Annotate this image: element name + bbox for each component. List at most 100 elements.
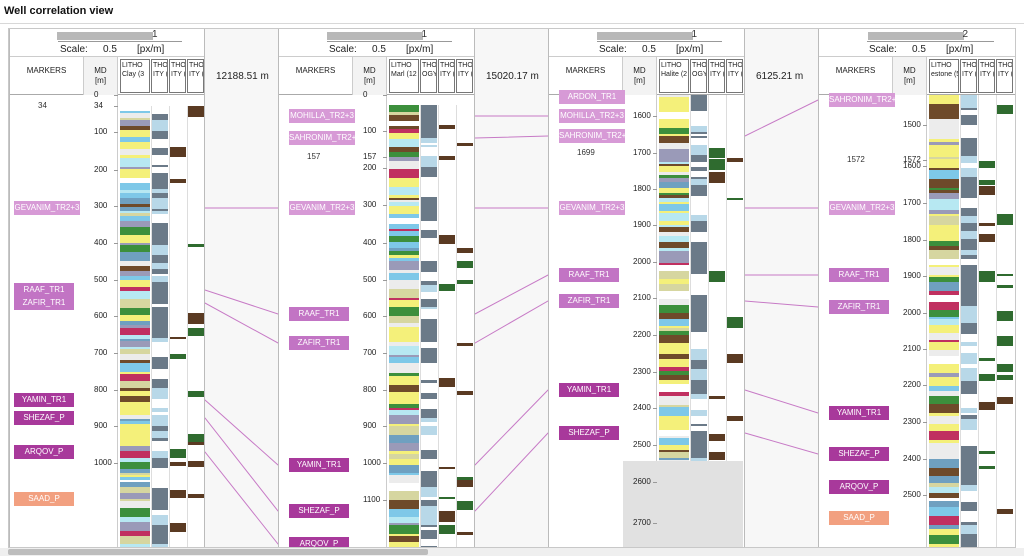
markers-column-header[interactable]: MARKERS [10,57,84,95]
marker-raaf-tr1[interactable]: RAAF_TR1 [289,307,349,321]
litho-column-header[interactable]: LITHO estone (5 [929,59,959,93]
log-track[interactable] [708,95,725,461]
correlation-canvas[interactable]: 12188.51 m 15020.17 m 6125.21 m 1 Scale: 0… [8,28,1016,548]
scale-value[interactable]: 0.5 [642,44,656,55]
marker-yamin-tr1[interactable]: YAMIN_TR1 [289,458,349,472]
log-band [421,504,437,506]
well-track-3[interactable]: 1 Scale: 0.5 [px/m] MARKERS MD [m] LITHO Halite … [548,29,745,547]
marker-raaf-tr1[interactable]: RAAF_TR1 [14,283,74,297]
lithology-band [659,284,689,291]
marker-mohilla-tr2-3[interactable]: MOHILLA_TR2+3 [289,109,355,123]
log-track[interactable] [456,105,473,547]
log-column-header[interactable]: THO ITY (0 [169,59,186,93]
log-band [691,369,707,380]
well-track-4[interactable]: 2 Scale: 0.5 [px/m] MARKERS MD [m] LITHO estone … [818,29,1015,547]
marker-yamin-tr1[interactable]: YAMIN_TR1 [829,406,889,420]
log-track[interactable] [726,95,743,461]
marker-gevanim-tr2-3[interactable]: GEVANIM_TR2+3 [829,201,895,215]
log-column-header[interactable]: THO ITY (0 [978,59,995,93]
marker-zafir-tr1[interactable]: ZAFIR_TR1 [829,300,889,314]
well-track-1[interactable]: 1 Scale: 0.5 [px/m] MARKERS MD [m] LITHO Clay (3… [9,29,205,547]
marker-mohilla-tr2-3[interactable]: MOHILLA_TR2+3 [559,109,625,123]
log-column-header[interactable]: THO ITY (0 [187,59,204,93]
marker-gevanim-tr2-3[interactable]: GEVANIM_TR2+3 [14,201,80,215]
log-track[interactable] [187,106,204,547]
marker-yamin-tr1[interactable]: YAMIN_TR1 [559,383,619,397]
lithology-log[interactable] [929,95,959,547]
log-track[interactable] [438,105,455,547]
markers-column-header[interactable]: MARKERS [279,57,353,95]
log-column-header[interactable]: THO OGY [420,59,437,93]
scale-value[interactable]: 0.5 [912,44,926,55]
marker-sahronim-tr2-3[interactable]: SAHRONIM_TR2+3 [289,131,355,145]
md-column-header[interactable]: MD [m] [893,57,927,95]
lithology-band [929,507,959,516]
log-band [961,408,977,413]
marker-saad-p[interactable]: SAAD_P [829,511,889,525]
marker-zafir-tr1[interactable]: ZAFIR_TR1 [559,294,619,308]
markers-column-header[interactable]: MARKERS [819,57,893,95]
marker-arqov-p[interactable]: ARQOV_P [14,445,74,459]
marker-shezaf-p[interactable]: SHEZAF_P [829,447,889,461]
md-column-header[interactable]: MD [m] [353,57,387,95]
log-track[interactable] [690,95,707,461]
lithology-band [929,179,959,188]
log-band [152,324,168,329]
marker-ardon-tr1[interactable]: ARDON_TR1 [559,90,625,104]
marker-raaf-tr1[interactable]: RAAF_TR1 [829,268,889,282]
log-column-header[interactable]: THO ITY (0 [438,59,455,93]
litho-column-header[interactable]: LITHO Halite (2 [659,59,689,93]
log-track[interactable] [420,105,437,547]
log-column-header[interactable]: THO ITY (0 [456,59,473,93]
marker-arqov-p[interactable]: ARQOV_P [289,537,349,547]
md-tick-mark [114,280,118,281]
marker-yamin-tr1[interactable]: YAMIN_TR1 [14,393,74,407]
marker-gevanim-tr2-3[interactable]: GEVANIM_TR2+3 [559,201,625,215]
marker-gevanim-tr2-3[interactable]: GEVANIM_TR2+3 [289,201,355,215]
log-track[interactable] [978,95,995,547]
lithology-band [120,261,150,266]
lithology-log[interactable] [120,106,150,547]
lithology-log[interactable] [659,95,689,461]
log-band [997,422,1013,431]
scrollbar-thumb[interactable] [8,549,428,555]
log-column-header[interactable]: THO OGY [690,59,707,93]
markers-column-header[interactable]: MARKERS [549,57,623,95]
marker-zafir-tr1[interactable]: ZAFIR_TR1 [14,296,74,310]
log-header-text: THO [171,62,186,69]
horizontal-scrollbar[interactable] [0,548,1024,556]
marker-saad-p[interactable]: SAAD_P [14,492,74,506]
marker-shezaf-p[interactable]: SHEZAF_P [289,504,349,518]
litho-column-header[interactable]: LITHO Clay (3 [120,59,150,93]
log-column-header[interactable]: THO ITY (0 [726,59,743,93]
log-track[interactable] [996,95,1013,547]
marker-zafir-tr1[interactable]: ZAFIR_TR1 [289,336,349,350]
scale-value[interactable]: 0.5 [103,44,117,55]
litho-column-header[interactable]: LITHO Marl (12 [389,59,419,93]
lithology-band [120,415,150,419]
log-band [691,104,707,111]
log-band [188,136,204,141]
lithology-log[interactable] [389,105,419,547]
marker-shezaf-p[interactable]: SHEZAF_P [559,426,619,440]
log-track[interactable] [169,106,186,547]
marker-arqov-p[interactable]: ARQOV_P [829,480,889,494]
log-column-header[interactable]: THO ITY (0 [151,59,168,93]
log-track[interactable] [960,95,977,547]
log-track[interactable] [151,106,168,547]
log-column-header[interactable]: THO ITY (0 [996,59,1013,93]
md-tick-label: 1900 [633,220,651,229]
scale-value[interactable]: 0.5 [372,44,386,55]
well-track-2[interactable]: 1 Scale: 0.5 [px/m] MARKERS MD [m] LITHO Marl (1… [278,29,475,547]
log-header-text: THO [440,62,455,69]
log-column-header[interactable]: THO ITY (0 [960,59,977,93]
log-band [997,515,1013,521]
marker-sahronim-tr2-3[interactable]: SAHRONIM_TR2+3 [829,93,895,107]
log-column-header[interactable]: THO ITY (0 [708,59,725,93]
marker-raaf-tr1[interactable]: RAAF_TR1 [559,268,619,282]
marker-shezaf-p[interactable]: SHEZAF_P [14,411,74,425]
md-column-header[interactable]: MD [m] [623,57,657,95]
md-column-header[interactable]: MD [m] [84,57,118,95]
log-band [439,507,455,510]
marker-sahronim-tr2-3[interactable]: SAHRONIM_TR2+3 [559,129,625,143]
